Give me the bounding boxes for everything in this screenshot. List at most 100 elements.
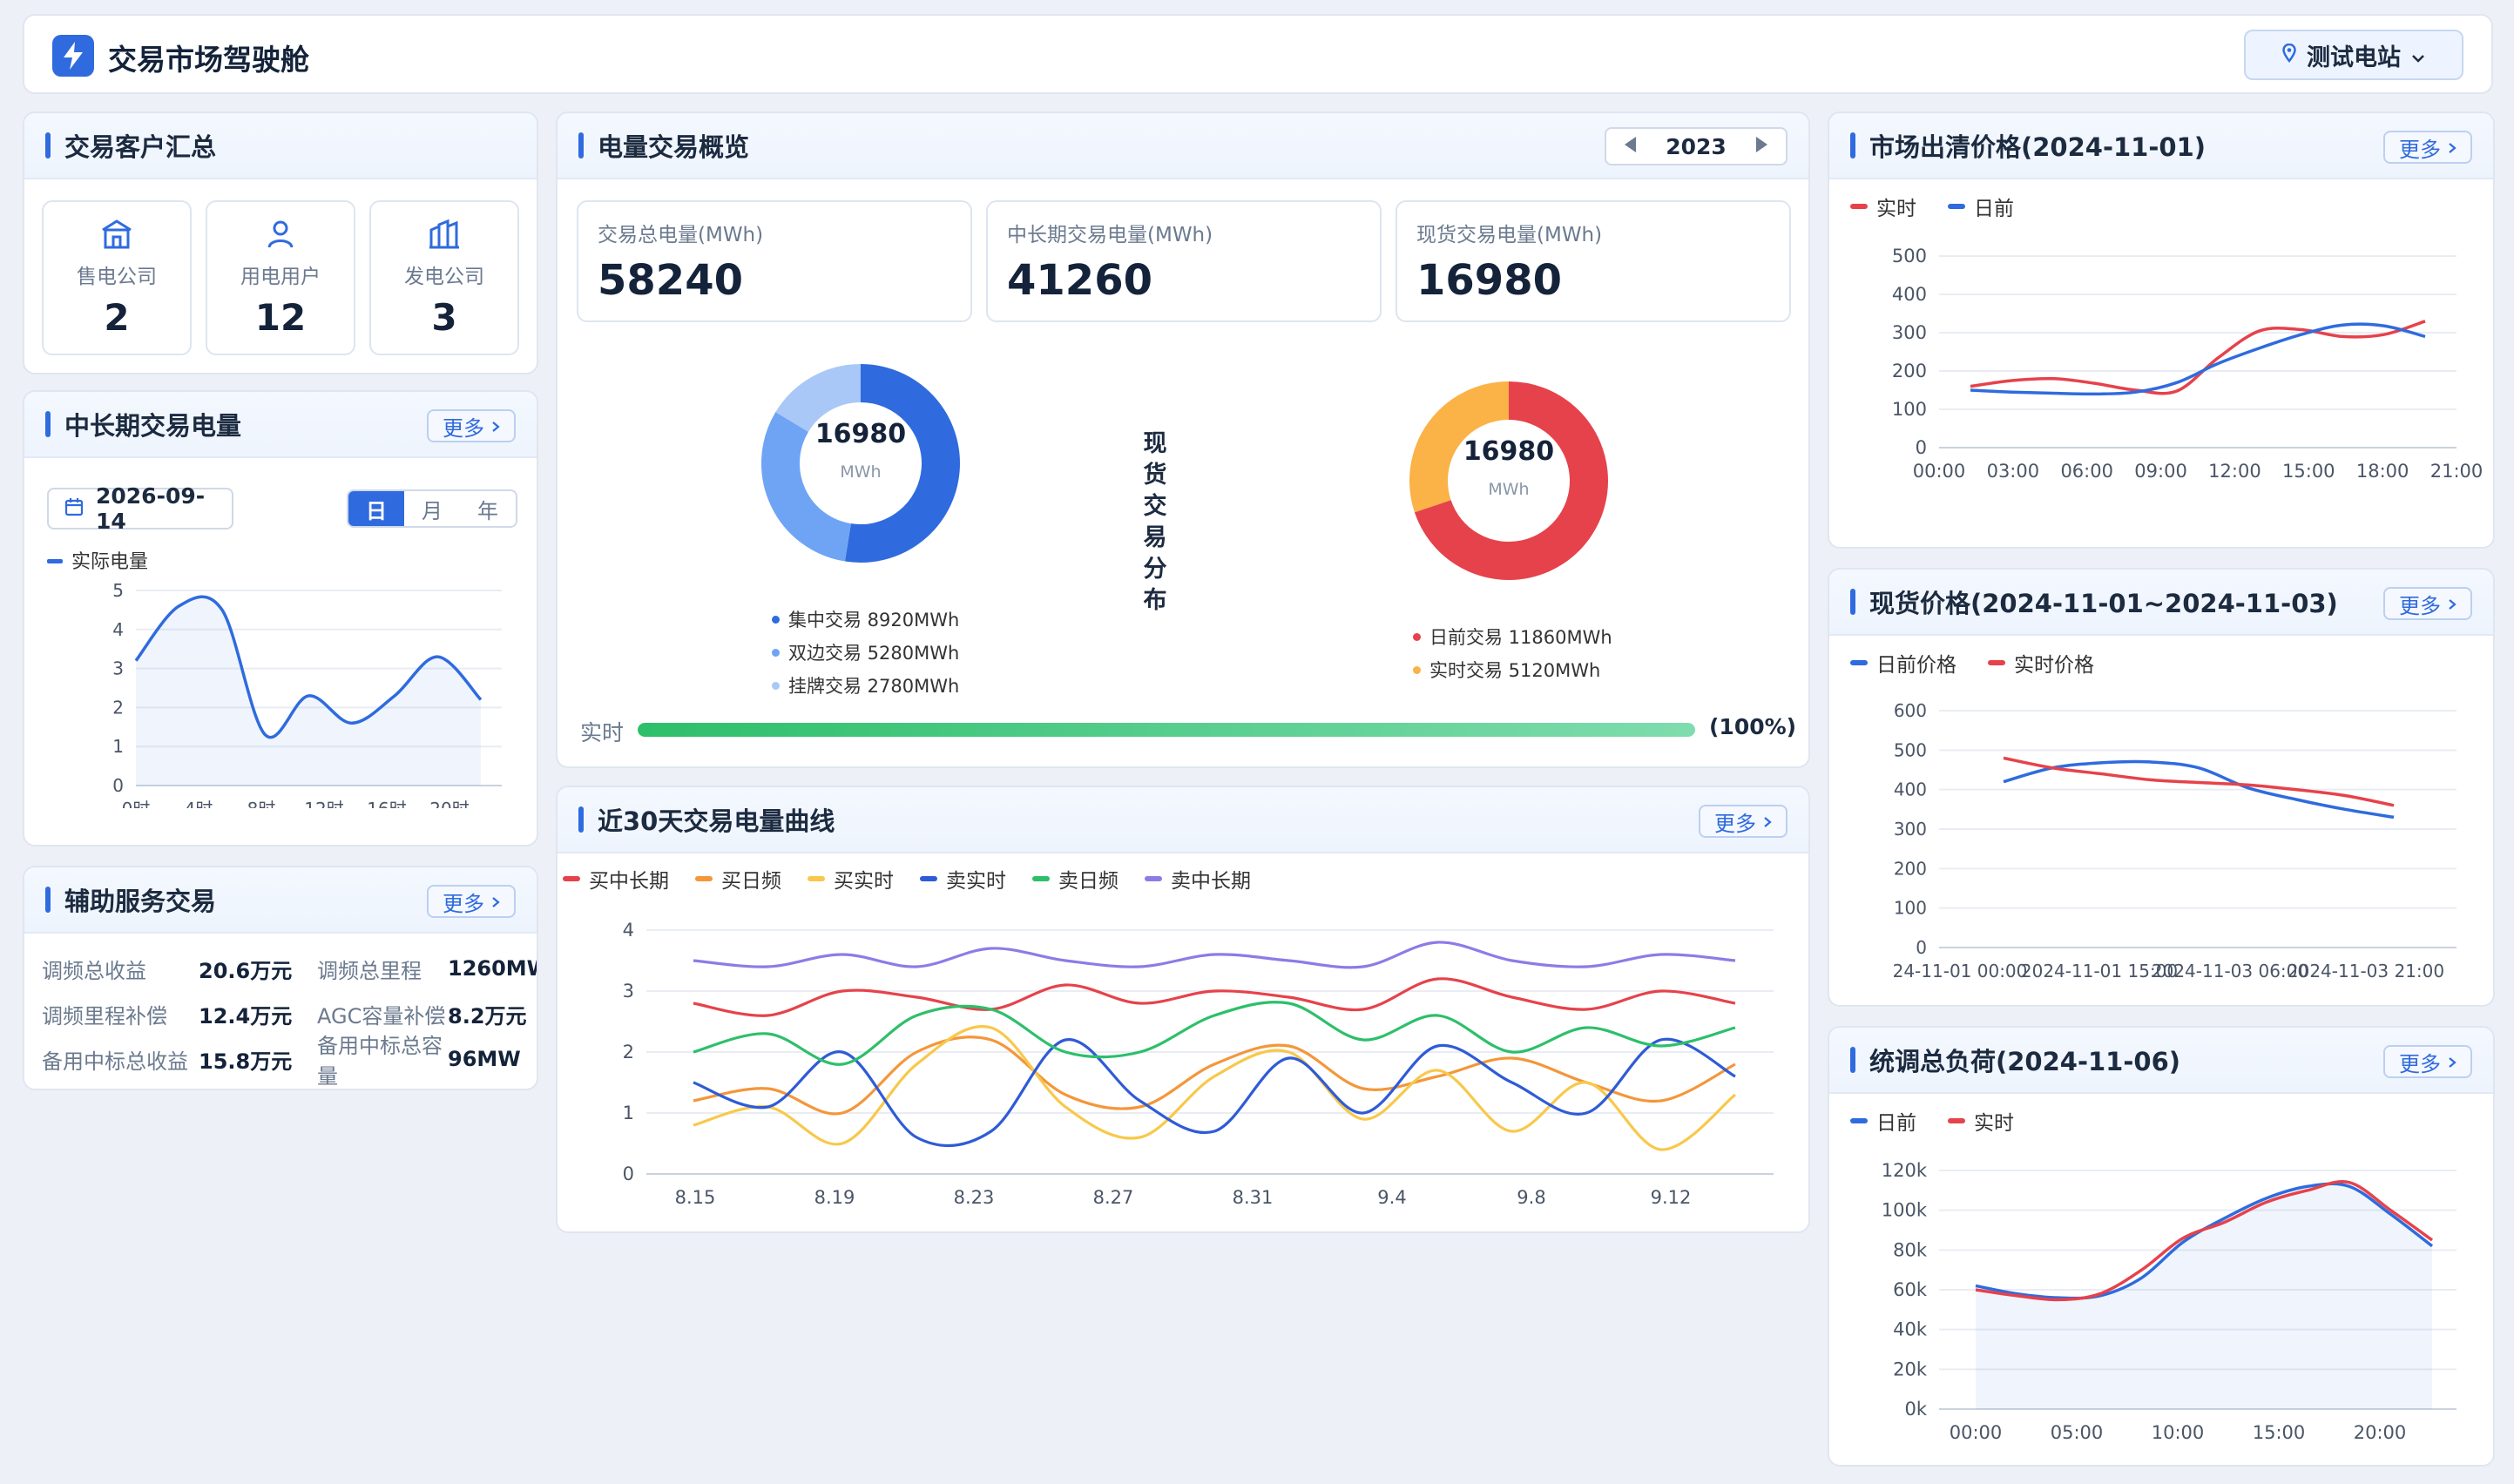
stat-value: 58240 [598, 256, 743, 305]
legend-label: 买实时 [834, 870, 894, 893]
donut-slice[interactable] [775, 364, 862, 433]
donut-legend-right: 日前交易 11860MWh 实时交易 5120MWh [1413, 620, 1612, 686]
load-chart: 0k 20k 40k 60k 80k 100k 120k 00:00 05:00 10:00 15:… [1882, 1160, 2457, 1443]
customer-count: 2 [104, 296, 130, 339]
station-selector[interactable]: 测试电站 [2244, 30, 2463, 80]
x-tick-label: 00:00 [1950, 1422, 2003, 1443]
tab-month[interactable]: 月 [422, 498, 443, 523]
y-tick-label: 5 [112, 580, 124, 601]
legend-item[interactable]: 买日频 [695, 864, 781, 894]
series-line [2003, 759, 2395, 820]
midlong-chart: 实际电量 0 1 2 3 4 5 0时 4时 8时 12时 16时 20时 [47, 551, 502, 808]
legend-label: 日前交易 11860MWh [1429, 627, 1612, 648]
legend-label: 实时 [1974, 1112, 2014, 1135]
series-line [693, 941, 1736, 969]
legend-swatch [808, 876, 825, 881]
legend-item[interactable]: 日前 [1948, 192, 2014, 221]
donut-slice[interactable] [1414, 381, 1608, 580]
donut-chart-right: 16980 MWh [1409, 381, 1608, 580]
prev-year-icon[interactable] [1622, 134, 1638, 159]
aux-value: 1260MW [448, 956, 537, 981]
more-button[interactable]: 更多 [427, 409, 516, 442]
customer-box-consumer[interactable]: 用电用户 12 [206, 200, 355, 355]
stat-midlong: 中长期交易电量(MWh) 41260 [986, 200, 1382, 322]
progress-label: 实时 [580, 720, 625, 745]
x-tick-label: 9.12 [1651, 1187, 1692, 1208]
y-tick-label: 500 [1894, 739, 1927, 760]
legend-swatch [695, 876, 713, 881]
donut-slice[interactable] [1409, 381, 1510, 513]
user-icon [207, 218, 354, 253]
y-tick-label: 4 [112, 619, 124, 640]
legend-item[interactable]: 日前 [1850, 1106, 1916, 1136]
y-tick-label: 1 [623, 1103, 634, 1123]
y-tick-label: 0 [623, 1164, 634, 1184]
stat-label: 现货交易电量(MWh) [1416, 224, 1603, 246]
customer-count: 12 [254, 296, 307, 339]
more-button[interactable]: 更多 [427, 885, 516, 918]
x-tick-label: 8.27 [1093, 1187, 1134, 1208]
customer-box-generator[interactable]: 发电公司 3 [369, 200, 519, 355]
y-tick-label: 100 [1894, 898, 1927, 919]
x-tick-label: 03:00 [1987, 461, 2040, 482]
x-tick-label: 20时 [429, 799, 469, 808]
aux-key: 备用中标总容量 [317, 1034, 443, 1089]
chart-legend: 买中长期 买日频 买实时 卖实时 卖日频 卖中长期 [563, 864, 1251, 894]
legend-item[interactable]: 日前价格 [1850, 648, 1956, 678]
more-button[interactable]: 更多 [2383, 131, 2472, 164]
next-year-icon[interactable] [1754, 134, 1770, 159]
more-button[interactable]: 更多 [2383, 1045, 2472, 1078]
x-tick-label: 12:00 [2208, 461, 2261, 482]
customer-label: 售电公司 [77, 266, 157, 288]
chevron-down-icon [2411, 42, 2425, 69]
legend-item[interactable]: 买实时 [808, 864, 894, 894]
y-tick-label: 120k [1882, 1160, 1928, 1181]
series-line [693, 1001, 1736, 1066]
customer-box-retailer[interactable]: 售电公司 2 [42, 200, 192, 355]
y-tick-label: 0 [1916, 937, 1927, 958]
y-tick-label: 600 [1894, 700, 1927, 721]
y-tick-label: 4 [623, 920, 634, 941]
legend-item[interactable]: 卖日频 [1032, 864, 1118, 894]
more-button[interactable]: 更多 [1699, 805, 1788, 838]
legend-item: 日前交易 11860MWh [1413, 620, 1612, 653]
legend-item[interactable]: 实时 [1850, 192, 1916, 221]
y-tick-label: 500 [1892, 246, 1927, 266]
chart-legend: 实时 日前 [1850, 192, 2014, 221]
series-area [136, 597, 481, 786]
donut-slice[interactable] [761, 412, 852, 562]
more-button[interactable]: 更多 [2383, 587, 2472, 620]
legend-item[interactable]: 实时价格 [1988, 648, 2094, 678]
legend-label: 挂牌交易 2780MWh [788, 676, 960, 697]
top-bar: 交易市场驾驶舱 测试电站 [23, 14, 2493, 94]
clearing-price-chart: 0 100 200 300 400 500 00:00 03:00 06:00 09:00 12:0… [1892, 246, 2483, 482]
legend-item: 集中交易 8920MWh [772, 603, 959, 636]
legend-label: 买中长期 [589, 870, 669, 893]
more-label: 更多 [2399, 593, 2441, 618]
legend-item[interactable]: 买中长期 [563, 864, 669, 894]
x-tick-label: 15:00 [2282, 461, 2335, 482]
donut-legend-left: 集中交易 8920MWh 双边交易 5280MWh 挂牌交易 2780MWh [772, 603, 959, 702]
y-tick-label: 200 [1894, 858, 1927, 879]
tab-day[interactable]: 日 [348, 491, 404, 526]
curve30-card: 近30天交易电量曲线 更多 买中长期 买日频 买实时 卖实时 卖日频 卖中长期 0 1 2 3 4… [556, 786, 1810, 1233]
legend-item[interactable]: 卖中长期 [1145, 864, 1251, 894]
year-value: 2023 [1666, 133, 1727, 159]
donut-unit: MWh [840, 462, 881, 482]
customer-summary-card: 交易客户汇总 售电公司 2 用电用户 12 发电公司 3 [23, 111, 538, 374]
date-picker[interactable]: 2026-09-14 [47, 483, 233, 534]
chevron-right-icon [2448, 591, 2457, 616]
tab-year[interactable]: 年 [477, 498, 498, 523]
spot-distribution-title: 现货交易分布 [1143, 430, 1167, 614]
y-tick-label: 0 [112, 775, 124, 796]
lightning-icon [52, 35, 94, 77]
donut-slice[interactable] [844, 364, 960, 563]
aux-value: 20.6万元 [199, 958, 293, 983]
legend-item[interactable]: 实时 [1948, 1106, 2014, 1136]
year-selector: 2023 [1605, 127, 1788, 165]
building-icon [44, 218, 190, 253]
legend-item[interactable]: 卖实时 [920, 864, 1006, 894]
x-tick-label: 05:00 [2051, 1422, 2104, 1443]
location-pin-icon [2282, 42, 2296, 69]
y-tick-label: 400 [1894, 779, 1927, 800]
